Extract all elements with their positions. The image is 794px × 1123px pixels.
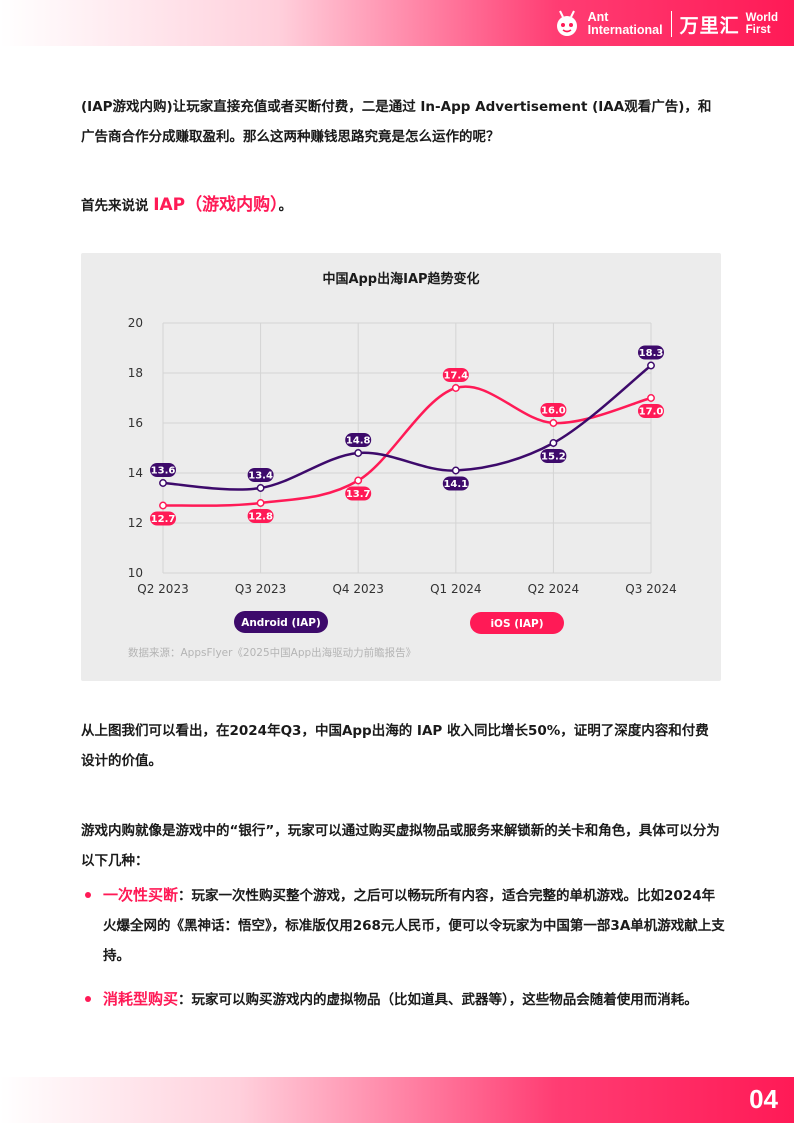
data-point: [354, 476, 363, 485]
bullet-keyword: 消耗型购买: [103, 990, 179, 1008]
y-tick-label: 12: [128, 516, 143, 530]
data-label: 12.8: [248, 512, 273, 523]
data-label-bg: [638, 345, 664, 360]
series-line-ios: [162, 385, 652, 507]
data-label: 13.6: [151, 466, 176, 477]
brand-line-world: World: [745, 12, 778, 24]
brand-world-first: World First: [746, 12, 778, 36]
iap-trend-chart: 中国App出海IAP趋势变化 10 12 14 16 18 20 Q2 2023 Q3 202…: [81, 253, 721, 681]
iap-heading-suffix: 。: [278, 198, 293, 214]
brand-line-international: International: [587, 23, 663, 37]
brand-line-first: First: [745, 24, 771, 36]
y-tick-label: 20: [128, 316, 143, 330]
y-tick-label: 16: [128, 416, 143, 430]
data-label-bg: [638, 404, 664, 418]
x-tick-label: Q3 2024: [625, 582, 676, 596]
brand-ant-international: Ant International: [588, 11, 663, 37]
data-label: 13.4: [248, 471, 273, 482]
bullet-text: ：玩家一次性购买整个游戏，之后可以畅玩所有内容，适合完整的单机游戏。比如2024…: [103, 888, 725, 964]
data-point: [451, 384, 460, 392]
data-label-bg: [540, 449, 567, 463]
footer-bar: [0, 1077, 794, 1123]
x-tick-label: Q2 2024: [528, 582, 579, 596]
y-tick-label: 14: [128, 466, 143, 480]
x-tick-label: Q1 2024: [430, 582, 481, 596]
data-label-bg: [540, 403, 567, 417]
chart-title: 中国App出海IAP趋势变化: [322, 271, 479, 287]
data-label-bg: [247, 468, 274, 482]
data-label-bg: [345, 433, 372, 447]
legend-label: iOS (IAP): [490, 618, 543, 630]
iap-types-paragraph: 游戏内购就像是游戏中的“银行”，玩家可以通过购买虚拟物品或服务来解锁新的关卡和角…: [81, 823, 720, 869]
data-label: 17.0: [639, 407, 664, 418]
x-tick-label: Q4 2023: [332, 582, 383, 596]
bullet-dot-icon: [85, 996, 91, 1002]
list-item-consumable: 消耗型购买：玩家可以购买游戏内的虚拟物品（比如道具、武器等），这些物品会随着使用…: [85, 984, 725, 1015]
data-point: [549, 419, 558, 427]
data-label: 17.4: [443, 371, 468, 382]
series-line-android: [162, 364, 652, 491]
data-label: 12.7: [151, 514, 176, 525]
chart-canvas: 中国App出海IAP趋势变化 10 12 14 16 18 20 Q2 2023 Q3 202…: [128, 271, 677, 634]
data-label: 14.1: [443, 479, 468, 490]
brand-line-ant: Ant: [587, 10, 609, 24]
bullet-dot-icon: [85, 892, 91, 898]
legend-pill: [234, 611, 328, 633]
data-label: 13.7: [346, 489, 371, 500]
data-label: 15.2: [541, 452, 566, 463]
data-point: [647, 361, 655, 370]
legend-pill: [470, 612, 564, 634]
data-label-bg: [442, 368, 469, 382]
data-label-bg: [442, 476, 469, 491]
brand-logo: Ant International 万里汇 World First: [552, 6, 778, 42]
data-point: [256, 484, 265, 492]
iap-heading-prefix: 首先来说说: [81, 198, 154, 214]
x-tick-label: Q3 2023: [235, 582, 286, 596]
data-label: 14.8: [346, 436, 371, 447]
page-number: 04: [749, 1084, 778, 1114]
iap-heading-highlight: IAP（游戏内购）: [153, 195, 279, 215]
data-point: [159, 501, 167, 510]
chart-source: 数据来源：AppsFlyer《2025中国App出海驱动力前瞻报告》: [128, 647, 417, 659]
data-point: [451, 466, 460, 475]
data-label: 16.0: [541, 406, 566, 417]
data-point: [549, 439, 558, 447]
ant-mascot-icon: [556, 10, 577, 36]
header-bar: Ant International 万里汇 World First: [0, 0, 794, 46]
bullet-keyword: 一次性买断: [103, 886, 179, 904]
legend-label: Android (IAP): [241, 617, 321, 629]
brand-wanlihui: 万里汇: [679, 14, 740, 37]
list-item-buyout: 一次性买断：玩家一次性购买整个游戏，之后可以畅玩所有内容，适合完整的单机游戏。比…: [85, 880, 725, 971]
data-point: [256, 499, 265, 507]
intro-paragraph: (IAP游戏内购)让玩家直接充值或者买断付费，二是通过 In-App Adver…: [81, 99, 712, 145]
bullet-text: ：玩家可以购买游戏内的虚拟物品（比如道具、武器等），这些物品会随着使用而消耗。: [178, 992, 698, 1008]
data-label-bg: [345, 486, 372, 501]
data-label-bg: [247, 509, 274, 523]
y-tick-label: 18: [128, 366, 143, 380]
data-point: [159, 479, 167, 487]
x-tick-label: Q2 2023: [137, 582, 188, 596]
data-label-bg: [150, 511, 176, 526]
iap-heading: 首先来说说 IAP（游戏内购）。: [81, 190, 721, 221]
data-point: [647, 394, 655, 402]
brand-divider: [670, 11, 672, 37]
y-tick-label: 10: [128, 566, 143, 580]
data-label-bg: [150, 463, 176, 477]
data-label: 18.3: [639, 348, 664, 359]
data-point: [354, 449, 363, 457]
analysis-paragraph: 从上图我们可以看出，在2024年Q3，中国App出海的 IAP 收入同比增长50…: [81, 723, 709, 769]
